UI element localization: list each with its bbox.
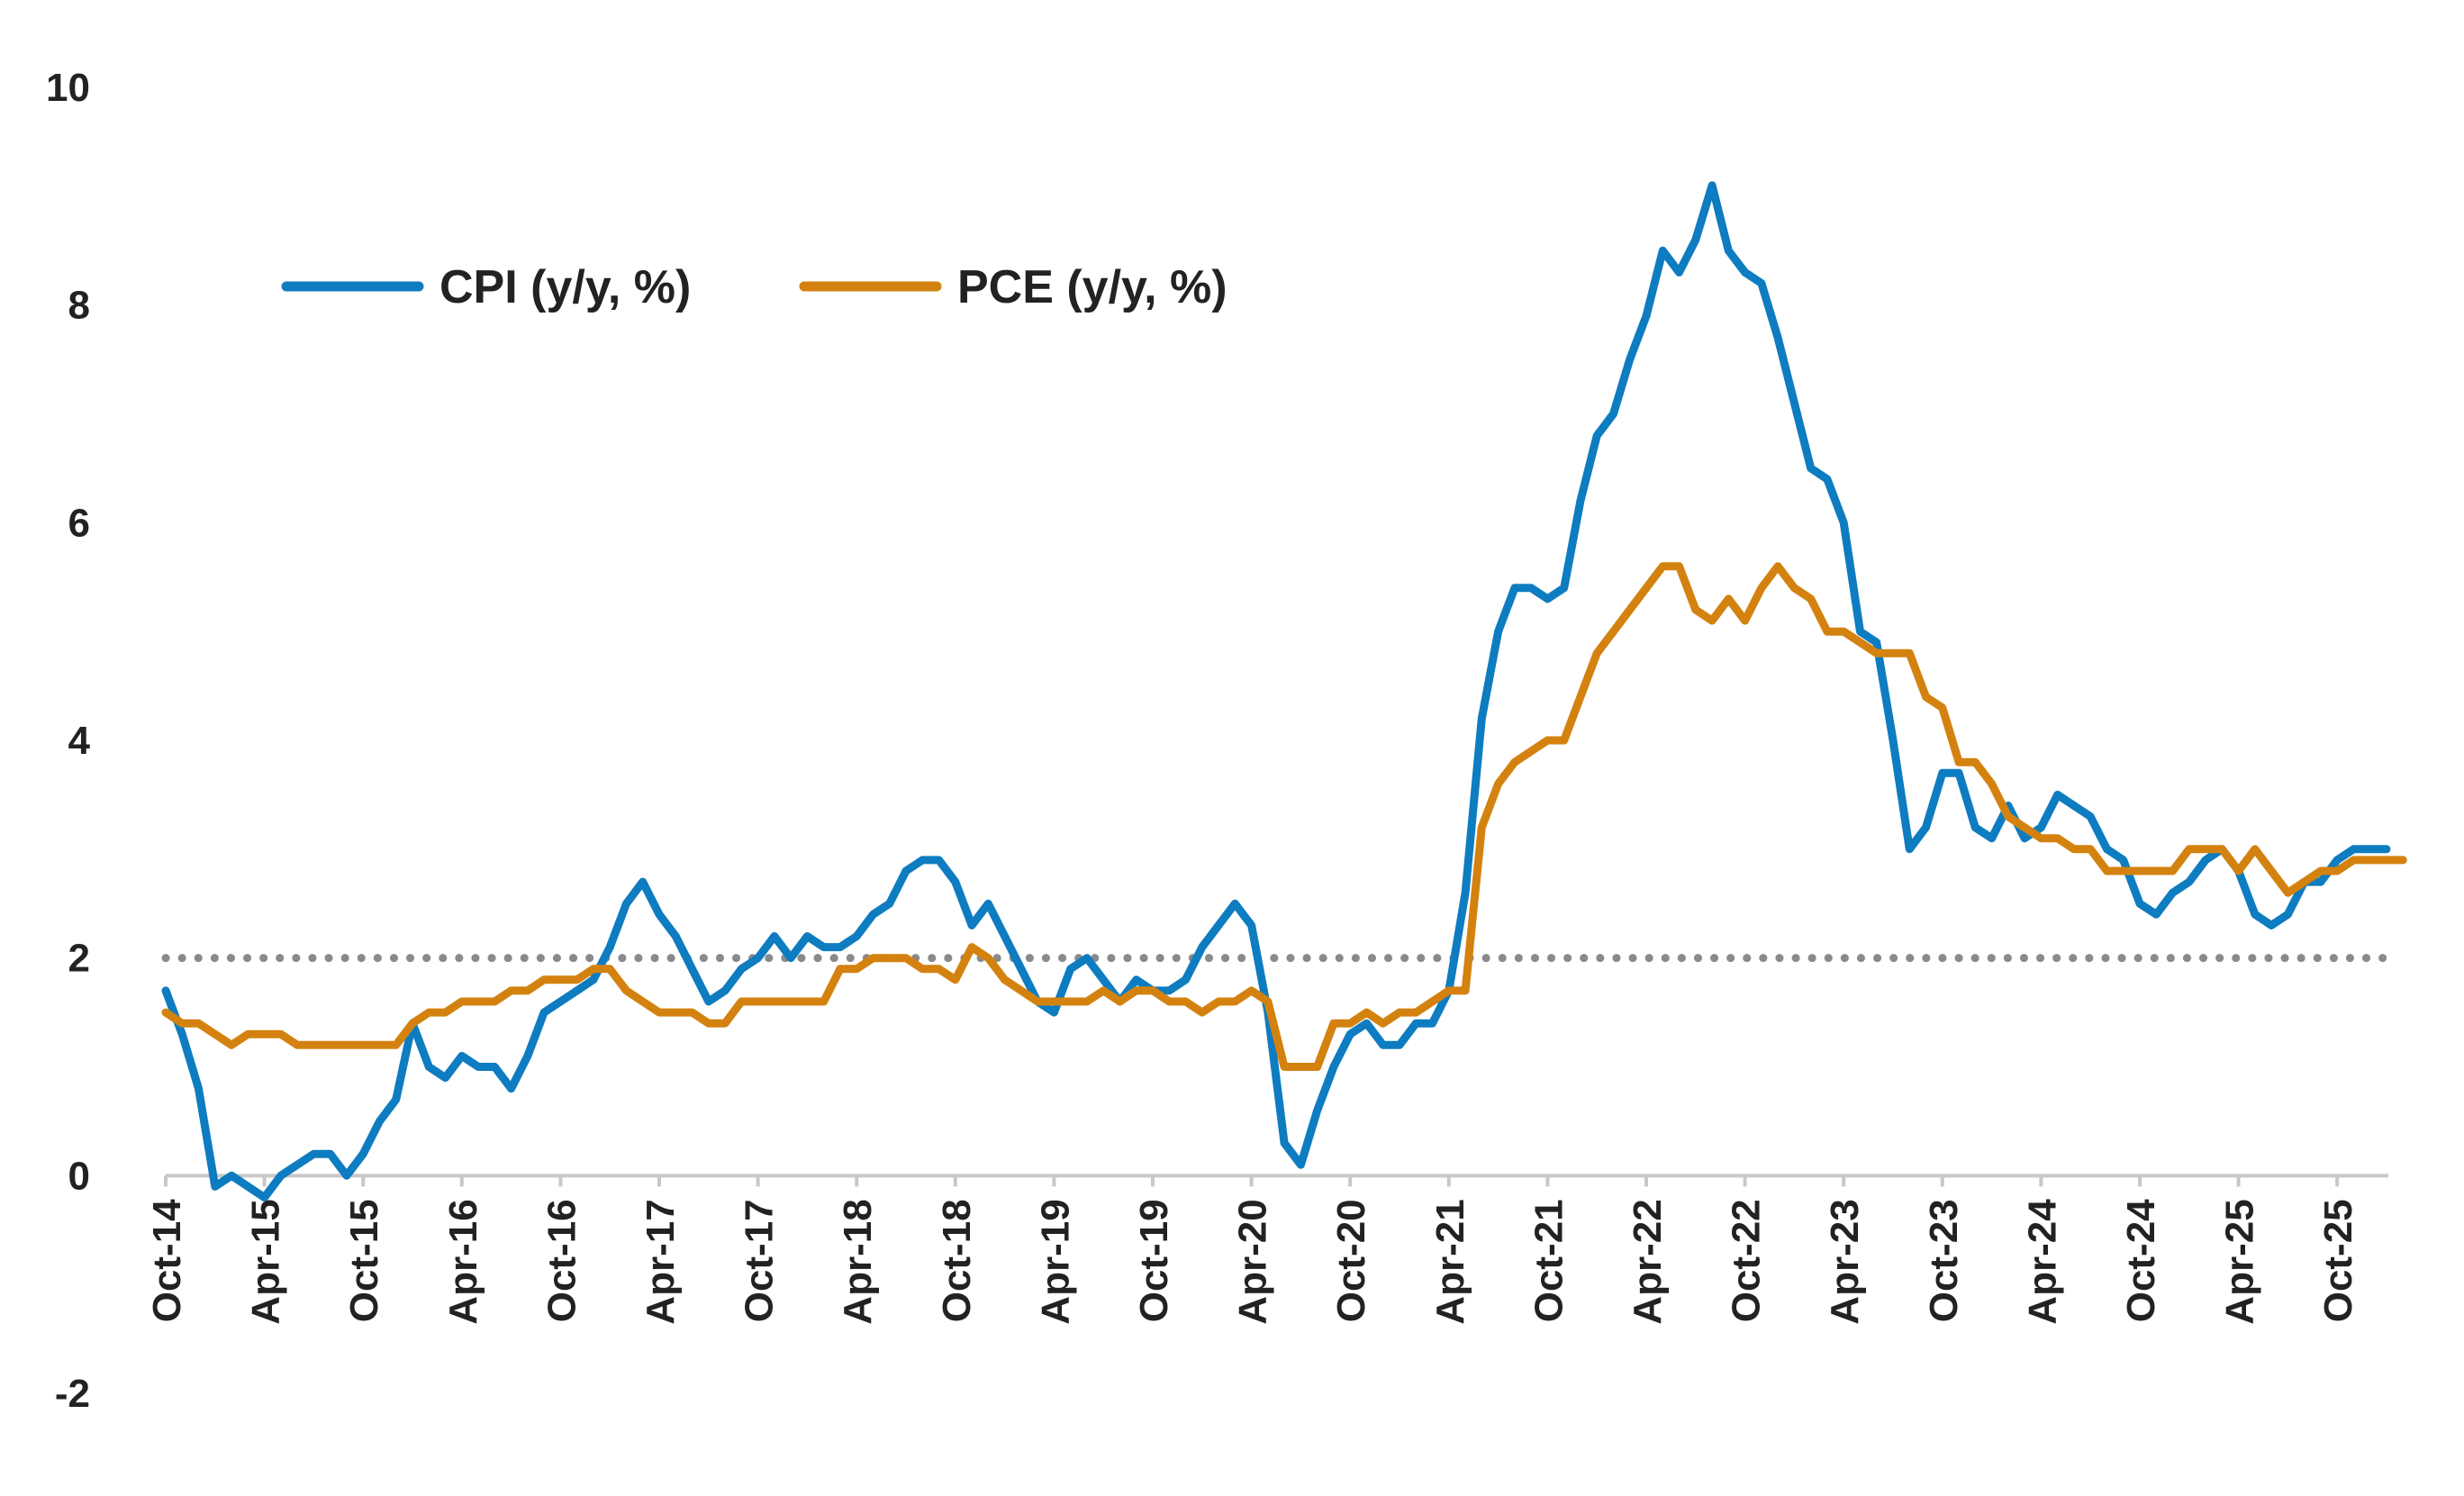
- x-tick-label: Apr-15: [244, 1199, 288, 1324]
- x-tick-label: Apr-24: [2020, 1199, 2064, 1325]
- x-tick-label: Oct-25: [2316, 1199, 2360, 1322]
- y-tick-label: 6: [68, 501, 90, 545]
- y-tick-label: 10: [46, 66, 90, 110]
- x-tick-label: Apr-19: [1033, 1199, 1077, 1324]
- y-tick-label: 0: [68, 1154, 90, 1198]
- x-tick-label: Oct-20: [1329, 1199, 1373, 1322]
- series-line-pce: [161, 562, 2407, 1071]
- legend-label-cpi: CPI (y/y, %): [439, 261, 691, 313]
- legend: CPI (y/y, %) PCE (y/y, %): [281, 261, 1227, 313]
- x-tick-label: Oct-15: [342, 1199, 386, 1322]
- x-tick-label: Oct-17: [738, 1199, 782, 1322]
- x-tick-label: Oct-22: [1725, 1199, 1769, 1322]
- series-lines: [161, 181, 2407, 1201]
- x-tick-label: Apr-21: [1428, 1199, 1472, 1324]
- x-tick-label: Oct-16: [539, 1199, 584, 1322]
- x-tick-label: Oct-18: [935, 1199, 979, 1322]
- x-tick-label: Oct-23: [1922, 1199, 1966, 1322]
- y-tick-label: 8: [68, 284, 90, 328]
- y-tick-label: 4: [68, 719, 91, 763]
- y-tick-label: 2: [68, 937, 90, 981]
- x-tick-label: Oct-24: [2119, 1199, 2163, 1322]
- x-tick-label: Apr-25: [2218, 1199, 2262, 1324]
- x-tick-label: Apr-23: [1823, 1199, 1867, 1324]
- x-tick-label: Apr-20: [1231, 1199, 1275, 1324]
- x-tick-label: Apr-17: [639, 1199, 683, 1324]
- y-tick-label: -2: [55, 1372, 90, 1416]
- x-tick-label: Oct-21: [1526, 1199, 1571, 1322]
- x-tick-label: Oct-14: [145, 1199, 189, 1322]
- x-tick-label: Apr-16: [441, 1199, 485, 1324]
- legend-label-pce: PCE (y/y, %): [957, 261, 1227, 313]
- y-axis-ticks: -2 0 2 4 6 8 10: [46, 66, 90, 1416]
- x-tick-label: Apr-22: [1626, 1199, 1670, 1324]
- x-axis-ticks: Oct-14 Apr-15 Oct-15 Apr-16 Oct-16 Apr-17 Oct-…: [145, 1175, 2360, 1325]
- x-tick-label: Apr-18: [836, 1199, 880, 1324]
- x-tick-label: Oct-19: [1132, 1199, 1176, 1322]
